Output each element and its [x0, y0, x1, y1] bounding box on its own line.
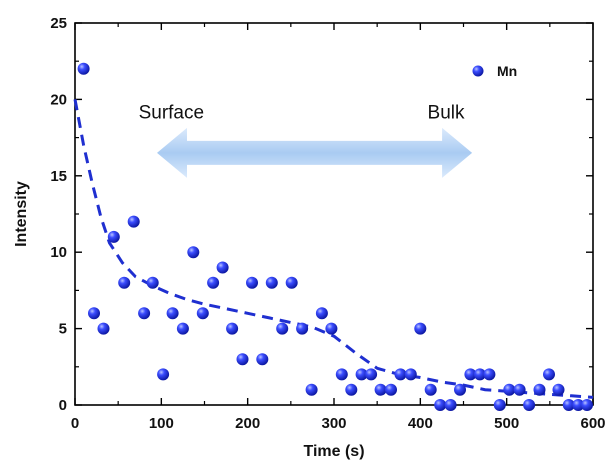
fit-line [73, 99, 594, 399]
data-point [207, 276, 220, 289]
data-point [394, 368, 407, 381]
data-point [581, 399, 593, 411]
y-tick-label: 10 [50, 244, 67, 261]
y-axis-title: Intensity [13, 181, 30, 247]
data-point [483, 368, 496, 381]
legend-label-mn: Mn [497, 63, 517, 79]
data-point [315, 307, 328, 320]
x-tick-label: 300 [321, 415, 346, 432]
data-point [543, 368, 555, 381]
direction-arrow [157, 127, 473, 178]
y-tick-label: 25 [50, 15, 67, 32]
data-point [374, 383, 387, 396]
data-point [107, 230, 120, 243]
data-point [404, 368, 417, 381]
data-point [444, 399, 457, 411]
data-point [434, 399, 447, 411]
data-point [424, 383, 437, 396]
data-point [365, 368, 378, 381]
data-point [138, 307, 151, 320]
axis-ticks [74, 22, 594, 406]
data-point [216, 261, 229, 274]
x-axis-title: Time (s) [303, 443, 364, 460]
data-point [296, 322, 309, 335]
data-point [187, 246, 200, 259]
data-point [552, 383, 565, 396]
data-point [562, 399, 575, 411]
x-tick-label: 500 [494, 415, 519, 432]
double-arrow [157, 127, 473, 178]
x-tick-label: 100 [149, 415, 174, 432]
data-point [77, 62, 90, 75]
y-tick-label: 20 [50, 91, 67, 108]
plot-frame [74, 22, 594, 406]
data-point [414, 322, 427, 335]
legend: Mn [472, 63, 517, 79]
data-point [503, 383, 516, 396]
data-point [572, 399, 585, 411]
x-tick-label: 400 [408, 415, 433, 432]
y-tick-label: 5 [59, 321, 67, 338]
x-tick-label: 600 [580, 415, 605, 432]
data-point [454, 383, 466, 396]
data-point [385, 383, 397, 396]
legend-marker [472, 65, 484, 77]
data-point [345, 383, 358, 396]
data-point [97, 322, 110, 335]
data-point [236, 353, 249, 366]
data-point [196, 307, 209, 320]
data-point [146, 276, 159, 289]
data-point [464, 368, 477, 381]
y-tick-label: 0 [59, 397, 67, 414]
data-point [157, 368, 170, 381]
data-point [127, 215, 140, 228]
data-point [355, 368, 368, 381]
data-point [473, 368, 486, 381]
data-point [285, 276, 298, 289]
data-point [176, 322, 189, 335]
annotation-surface: Surface [139, 103, 204, 124]
axis-tick-labels: 0 100 200 300 400 500 600 0 5 10 15 20 25 [50, 15, 605, 432]
data-point [513, 383, 526, 396]
data-point [325, 322, 338, 335]
data-point [88, 307, 100, 320]
data-point [335, 368, 348, 381]
data-point [256, 353, 269, 366]
plot-area [74, 22, 594, 406]
data-point [493, 399, 506, 411]
data-point [533, 383, 546, 396]
data-point [265, 276, 278, 289]
y-tick-label: 15 [50, 168, 67, 185]
data-point [305, 383, 318, 396]
data-point [523, 399, 536, 411]
data-point [246, 276, 258, 289]
annotation-bulk: Bulk [428, 103, 465, 124]
data-point [276, 322, 289, 335]
data-point [166, 307, 179, 320]
x-tick-label: 200 [235, 415, 260, 432]
scatter-points [77, 62, 593, 411]
data-point [226, 322, 239, 335]
x-tick-label: 0 [71, 415, 79, 432]
data-point [118, 276, 131, 289]
